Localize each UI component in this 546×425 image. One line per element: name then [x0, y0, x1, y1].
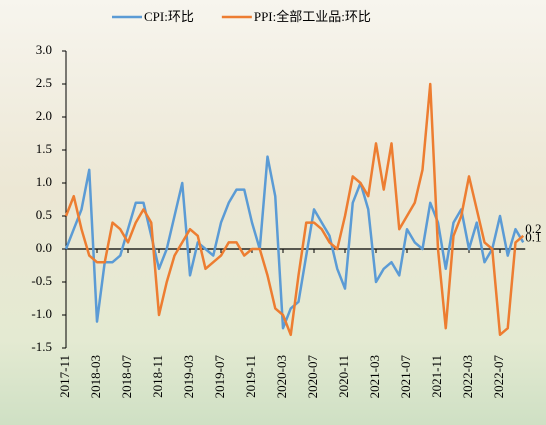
x-tick-label: 2022-07 [491, 355, 506, 399]
y-tick-label: -1.5 [31, 339, 52, 354]
x-tick-label: 2018-07 [119, 355, 134, 399]
y-tick-label: -0.5 [31, 273, 52, 288]
legend-label: PPI:全部工业品:环比 [254, 9, 371, 24]
x-tick-label: 2020-11 [336, 355, 351, 398]
x-tick-label: 2020-03 [274, 355, 289, 398]
x-tick-label: 2019-03 [181, 355, 196, 398]
x-tick-label: 2021-11 [429, 355, 444, 398]
x-tick-label: 2020-07 [305, 355, 320, 399]
y-tick-label: 0.5 [36, 207, 52, 222]
end-value-label: 0.2 [525, 221, 541, 236]
x-tick-label: 2019-07 [212, 355, 227, 399]
x-tick-label: 2018-03 [88, 355, 103, 398]
x-tick-label: 2021-07 [398, 355, 413, 399]
y-tick-label: 3.0 [36, 42, 52, 57]
y-tick-label: 1.5 [36, 141, 52, 156]
x-tick-label: 2019-11 [243, 355, 258, 398]
legend-label: CPI:环比 [144, 9, 194, 24]
chart: -1.5 -1.0 -0.5 0.0 0.5 1.0 1.5 2.0 2.5 3.0 2017-11… [0, 0, 546, 425]
y-tick-label: 2.0 [36, 108, 52, 123]
y-tick-label: 0.0 [36, 240, 52, 255]
x-tick-label: 2021-03 [367, 355, 382, 398]
y-tick-label: 2.5 [36, 75, 52, 90]
y-tick-label: -1.0 [31, 306, 52, 321]
x-tick-label: 2022-03 [460, 355, 475, 398]
y-tick-label: 1.0 [36, 174, 52, 189]
x-tick-label: 2017-11 [57, 355, 72, 398]
x-tick-label: 2018-11 [150, 355, 165, 398]
